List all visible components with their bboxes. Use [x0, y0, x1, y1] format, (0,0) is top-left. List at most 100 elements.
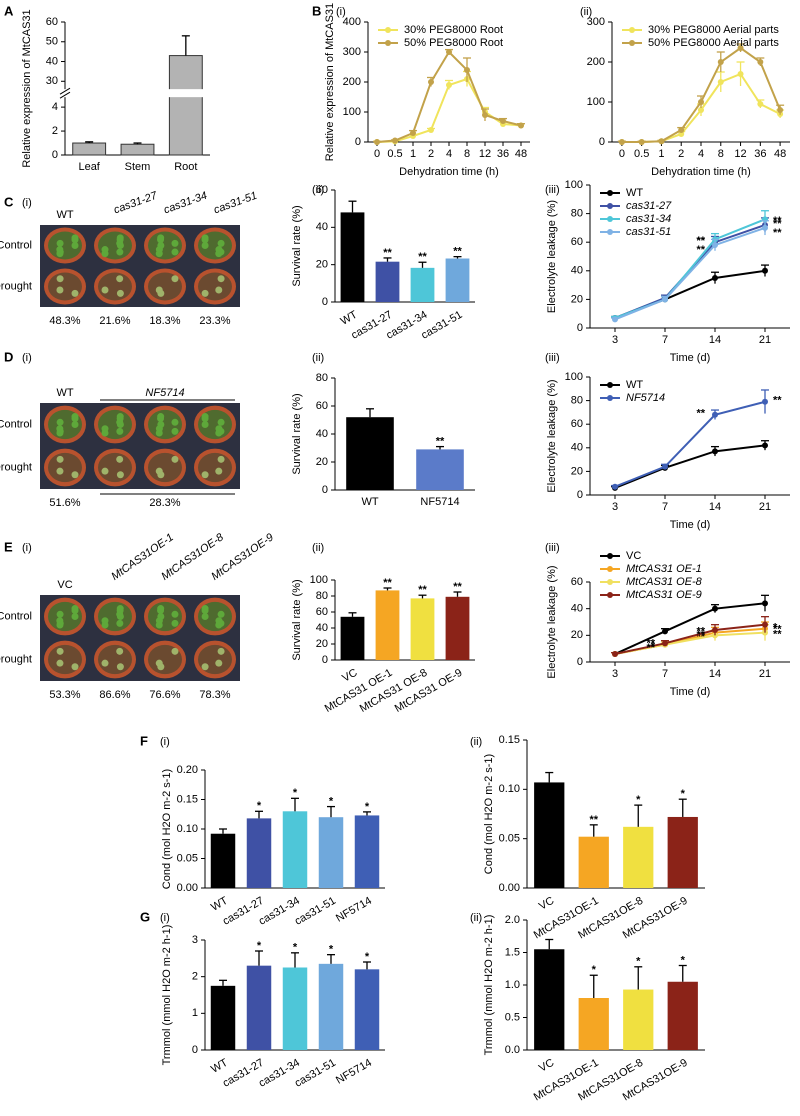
point: [638, 139, 645, 145]
point: [662, 628, 668, 635]
significance: *: [636, 956, 641, 968]
x-tick-label: 3: [612, 334, 618, 346]
point: [717, 79, 724, 85]
significance: *: [636, 794, 641, 806]
row-label: Drought: [0, 461, 32, 473]
x-tick-label: 36: [497, 148, 509, 160]
point: [410, 130, 416, 136]
column-label: cas31-27: [112, 189, 159, 216]
y-axis-label: Relative expression of MtCAS31: [324, 3, 336, 161]
leaf: [155, 617, 163, 625]
x-tick-label: 0: [374, 148, 380, 160]
y-tick-label: 80: [571, 208, 583, 220]
x-tick-label: 21: [759, 334, 771, 346]
axis-break: [57, 89, 210, 98]
y-axis-label: Survival rate (%): [291, 393, 303, 474]
significance: **: [418, 251, 427, 263]
point: [662, 463, 668, 470]
point: [717, 59, 724, 65]
bar: [354, 969, 380, 1050]
legend-marker: [385, 27, 391, 33]
y-tick-label: 60: [571, 418, 583, 430]
leaf: [171, 239, 179, 247]
leaf: [56, 659, 64, 667]
point: [446, 82, 452, 88]
legend-label: 30% PEG8000 Root: [404, 24, 503, 36]
x-tick-label: 14: [709, 668, 721, 680]
bar: [318, 963, 344, 1050]
leaf: [157, 236, 165, 244]
y-tick-label: 60: [316, 184, 328, 196]
y-tick-label: 40: [571, 265, 583, 277]
leaf: [116, 289, 124, 297]
survival-label: 86.6%: [99, 689, 130, 701]
bar: [623, 826, 654, 888]
legend-marker: [607, 203, 613, 209]
significance: **: [773, 624, 782, 636]
point: [658, 138, 665, 145]
legend-label: 30% PEG8000 Aerial parts: [648, 24, 779, 36]
bar: [340, 616, 365, 660]
x-axis-label: Dehydration time (h): [651, 166, 751, 178]
x-tick-label: VC: [537, 895, 556, 913]
bar: [445, 258, 470, 302]
leaf: [217, 455, 225, 463]
point: [446, 49, 452, 55]
y-tick-label: 0.00: [177, 882, 198, 894]
series-line: [614, 444, 766, 489]
x-tick-label: 21: [759, 501, 771, 513]
survival-label: 23.3%: [199, 315, 230, 327]
x-tick-label: 4: [698, 148, 704, 160]
x-tick-label: 7: [662, 501, 668, 513]
x-tick-label: 8: [718, 148, 724, 160]
y-tick-label: 300: [587, 16, 605, 28]
x-axis-label: Time (d): [670, 519, 711, 531]
x-tick-label: 12: [734, 148, 746, 160]
leaf: [116, 471, 124, 479]
legend-marker: [607, 382, 613, 388]
legend-label: MtCAS31 OE-1: [626, 563, 702, 575]
significance: *: [329, 795, 334, 807]
legend-label: 50% PEG8000 Root: [404, 37, 503, 49]
point: [712, 411, 718, 418]
legend-marker: [607, 229, 613, 235]
leaf: [56, 647, 64, 655]
soil: [98, 272, 132, 301]
leaf: [171, 455, 179, 463]
significance: **: [696, 235, 705, 247]
leaf: [101, 659, 109, 667]
y-tick-label: 0: [322, 484, 328, 496]
significance: **: [436, 436, 445, 448]
bar: [534, 949, 565, 1050]
soil: [98, 452, 132, 483]
legend-marker: [607, 553, 613, 559]
y-tick-label: 30: [46, 75, 58, 87]
point: [737, 71, 744, 77]
x-tick-label: WT: [339, 309, 360, 328]
point: [482, 112, 488, 118]
y-axis-label: Relative expression of MtCAS31: [21, 9, 33, 167]
leaf: [217, 610, 225, 618]
significance: **: [589, 814, 598, 826]
panel-label: (iii): [545, 542, 560, 554]
y-tick-label: 80: [571, 395, 583, 407]
x-tick-label: VC: [537, 1057, 556, 1075]
bar: [445, 596, 470, 660]
leaf: [56, 418, 64, 426]
bar: [375, 590, 400, 660]
leaf: [201, 414, 209, 422]
x-tick-label: 1: [410, 148, 416, 160]
y-tick-label: 0.05: [177, 852, 198, 864]
y-tick-label: 60: [46, 16, 58, 28]
significance: **: [773, 629, 782, 641]
leaf: [71, 613, 79, 620]
series-line: [614, 400, 766, 488]
legend-marker: [607, 190, 613, 196]
row-label: Drought: [0, 280, 32, 292]
leaf: [56, 248, 64, 256]
bar: [375, 261, 400, 302]
y-tick-label: 0.5: [505, 1011, 520, 1023]
legend-marker: [607, 395, 613, 401]
x-tick-label: WT: [209, 1057, 230, 1076]
y-tick-label: 60: [571, 576, 583, 588]
